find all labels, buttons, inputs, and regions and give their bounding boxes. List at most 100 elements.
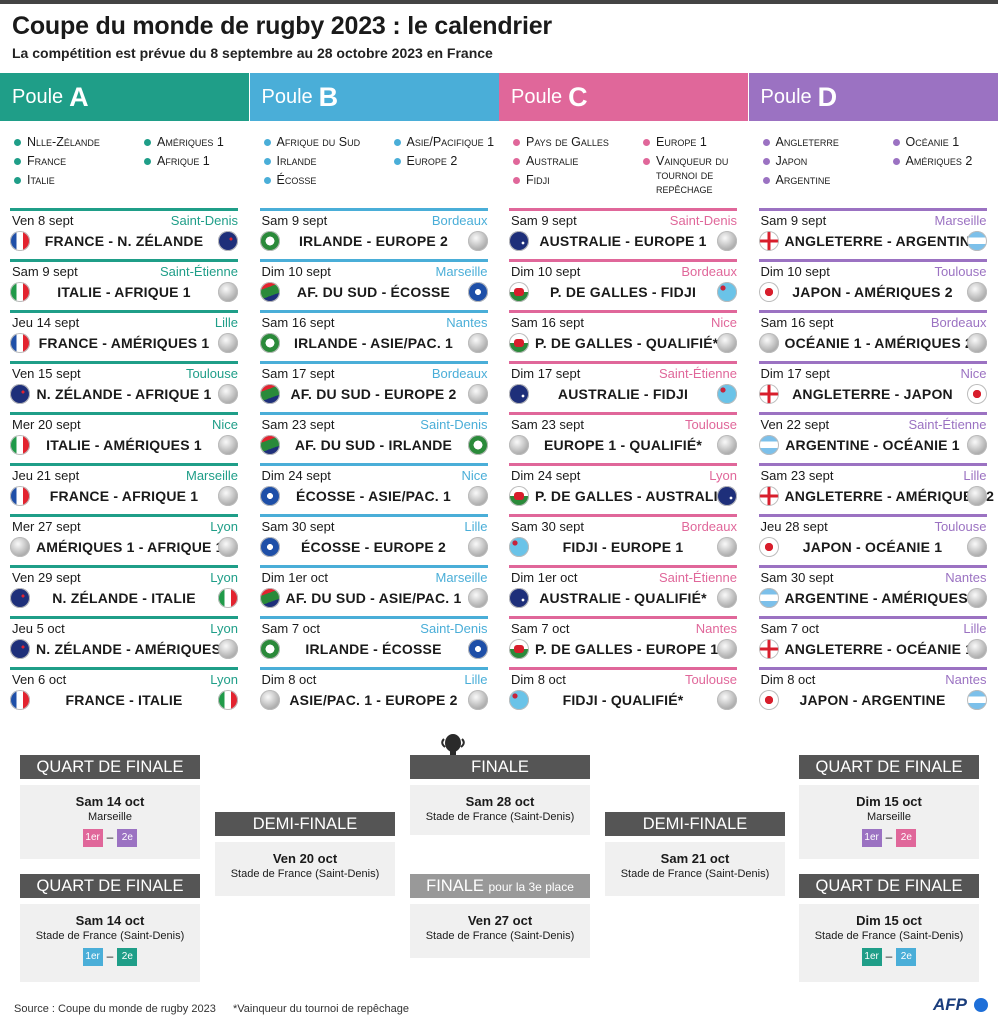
match-divider xyxy=(10,514,238,517)
pool-team: Amériques 1 xyxy=(144,135,224,149)
match-divider xyxy=(758,667,987,670)
flag-icon xyxy=(758,639,779,659)
match-venue: Lyon xyxy=(210,570,238,585)
match-date: Dim 8 oct xyxy=(511,672,566,687)
seed-chip: 2e xyxy=(117,948,138,966)
match-teams: FRANCE - AFRIQUE 1 xyxy=(49,488,199,504)
flag-icon xyxy=(966,639,987,659)
flag-icon xyxy=(717,639,737,659)
bullet-icon xyxy=(393,158,401,165)
semi-final-1: DEMI-FINALE Ven 20 oct Stade de France (… xyxy=(215,812,395,896)
flag-icon xyxy=(758,384,779,404)
pool-teams: Angleterre Japon Argentine Océanie 1 Amériqu… xyxy=(749,121,998,201)
match-row: Dim 10 sept Marseille AF. DU SUD - ÉCOSSE xyxy=(259,259,488,310)
match-teams: N. ZÉLANDE - AMÉRIQUES 1 xyxy=(36,641,234,657)
match-venue: Nice xyxy=(211,417,238,432)
ko-venue: Stade de France (Saint-Denis) xyxy=(230,868,380,880)
flag-icon xyxy=(467,486,488,506)
top-rule xyxy=(0,0,998,4)
source-note: Source : Coupe du monde de rugby 2023 xyxy=(14,1003,216,1015)
match-row: Jeu 28 sept Toulouse JAPON - OCÉANIE 1 xyxy=(758,514,987,565)
team-name: Écosse xyxy=(276,173,317,187)
match-divider xyxy=(509,412,737,415)
flag-icon xyxy=(218,282,238,302)
flag-icon xyxy=(966,333,987,353)
flag-icon xyxy=(758,333,779,353)
flag-icon xyxy=(10,486,30,506)
match-divider xyxy=(509,361,737,364)
flag-icon xyxy=(966,690,987,710)
match-row: Jeu 21 sept Marseille FRANCE - AFRIQUE 1 xyxy=(10,463,238,514)
ko-body: Sam 21 oct Stade de France (Saint-Denis) xyxy=(605,842,785,896)
ko-venue: Stade de France (Saint-Denis) xyxy=(35,930,185,942)
match-teams: N. ZÉLANDE - ITALIE xyxy=(52,590,196,606)
match-divider xyxy=(10,616,238,619)
match-date: Mer 20 sept xyxy=(12,417,81,432)
flag-icon xyxy=(259,639,280,659)
match-divider xyxy=(259,616,488,619)
match-row: Dim 1er oct Marseille AF. DU SUD - ASIE/PA… xyxy=(259,565,488,616)
team-name: Australie xyxy=(526,154,579,168)
match-venue: Nice xyxy=(710,315,737,330)
match-teams: FIDJI - QUALIFIÉ* xyxy=(562,692,684,708)
match-venue: Toulouse xyxy=(185,366,238,381)
match-row: Mer 20 sept Nice ITALIE - AMÉRIQUES 1 xyxy=(10,412,238,463)
quarter-final-4: QUART DE FINALE Dim 15 oct Stade de Fran… xyxy=(799,874,979,982)
match-row: Ven 15 sept Toulouse N. ZÉLANDE - AFRIQUE … xyxy=(10,361,238,412)
match-row: Sam 23 sept Toulouse EUROPE 1 - QUALIFIÉ* xyxy=(509,412,737,463)
match-teams: ÉCOSSE - EUROPE 2 xyxy=(301,539,446,555)
team-name: Amériques 1 xyxy=(157,135,224,149)
pool-letter: A xyxy=(69,81,89,112)
ko-body: Dim 15 oct Marseille 1er –2e xyxy=(799,785,979,859)
flag-icon xyxy=(10,639,30,659)
match-divider xyxy=(758,310,987,313)
bullet-icon xyxy=(263,177,271,184)
match-date: Dim 1er oct xyxy=(261,570,328,585)
match-row: Dim 24 sept Lyon P. DE GALLES - AUSTRALIE xyxy=(509,463,737,514)
match-venue: Bordeaux xyxy=(431,366,488,381)
pool-label: Poule xyxy=(511,85,563,108)
match-row: Dim 8 oct Nantes JAPON - ARGENTINE xyxy=(758,667,987,718)
match-row: Sam 23 sept Lille ANGLETERRE - AMÉRIQUES 2 xyxy=(758,463,994,514)
match-teams: ARGENTINE - OCÉANIE 1 xyxy=(785,437,960,453)
match-teams: AMÉRIQUES 1 - AFRIQUE 1 xyxy=(36,539,224,555)
match-row: Ven 8 sept Saint-Denis FRANCE - N. ZÉLANDE xyxy=(10,208,238,259)
match-divider xyxy=(259,208,488,211)
bullet-icon xyxy=(14,158,21,165)
quarter-final-3: QUART DE FINALE Dim 15 oct Marseille 1er… xyxy=(799,755,979,859)
footnote: *Vainqueur du tournoi de repêchage xyxy=(233,1003,409,1015)
match-divider xyxy=(758,514,987,517)
match-divider xyxy=(259,310,488,313)
match-teams: AUSTRALIE - EUROPE 1 xyxy=(539,233,707,249)
team-name: Fidji xyxy=(526,173,550,187)
pool-label: Poule xyxy=(261,85,313,108)
match-venue: Nantes xyxy=(695,621,737,636)
match-venue: Lille xyxy=(214,315,238,330)
match-venue: Saint-Étienne xyxy=(908,417,987,432)
flag-icon xyxy=(758,435,779,455)
ko-date: Sam 14 oct xyxy=(75,794,145,809)
pool-team: Angleterre xyxy=(762,135,839,149)
match-venue: Lyon xyxy=(210,621,238,636)
match-date: Dim 8 oct xyxy=(760,672,816,687)
ko-seeds: 1er –2e xyxy=(799,948,979,966)
flag-icon xyxy=(509,333,529,353)
ko-title: DEMI-FINALE xyxy=(215,812,395,836)
match-venue: Toulouse xyxy=(684,672,737,687)
seed-chip: 2e xyxy=(896,948,917,966)
match-teams: ÉCOSSE - ASIE/PAC. 1 xyxy=(296,488,451,504)
flag-icon xyxy=(10,435,30,455)
ko-title: QUART DE FINALE xyxy=(20,755,200,779)
flag-icon xyxy=(259,537,280,557)
afp-logo: AFP xyxy=(933,995,967,1014)
match-teams: P. DE GALLES - EUROPE 1 xyxy=(535,641,719,657)
flag-icon xyxy=(509,384,529,404)
ko-venue: Stade de France (Saint-Denis) xyxy=(814,930,964,942)
match-teams: ANGLETERRE - JAPON xyxy=(792,386,953,402)
seed-chip: 1er xyxy=(861,829,882,847)
flag-icon xyxy=(467,537,488,557)
match-divider xyxy=(10,208,238,211)
flag-icon xyxy=(758,282,779,302)
ko-date: Sam 14 oct xyxy=(75,913,145,928)
ko-seeds: 1er –2e xyxy=(20,948,200,966)
